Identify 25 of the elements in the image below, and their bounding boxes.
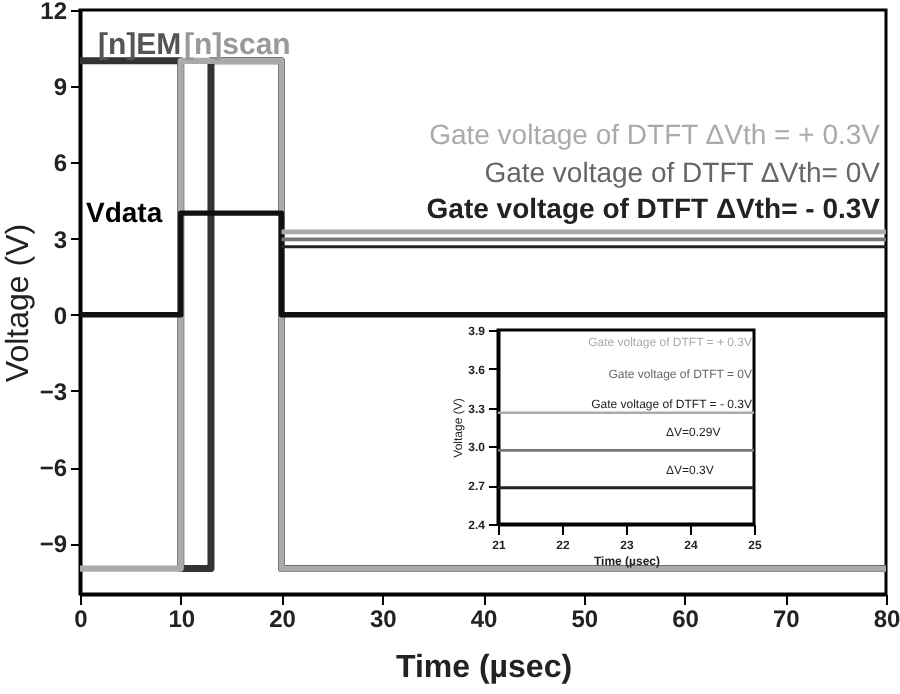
x-tick-label: 20	[269, 605, 297, 633]
series-label: Vdata	[86, 196, 163, 228]
text: Gate voltage of DTFT ΔVth = + 0.3V	[429, 118, 882, 150]
y-tick-label: 0	[53, 301, 68, 330]
x-tick-label: 10	[168, 605, 196, 633]
series-label: [n]EM	[98, 28, 182, 62]
x-tick-label: 60	[672, 605, 700, 633]
series-label: Gate voltage of DTFT ΔVth= - 0.3V	[426, 192, 882, 224]
x-tick-label: 70	[772, 605, 801, 633]
y-tick-label: 12	[40, 0, 68, 25]
y-axis-title: Voltage (V)	[1, 223, 36, 383]
y-tick-label: −9	[39, 530, 68, 559]
y-tick-label: 6	[53, 149, 68, 178]
x-tick-label: 30	[369, 605, 398, 633]
y-tick-label: −3	[39, 377, 68, 406]
y-tick-label: 9	[53, 73, 68, 102]
x-axis-title: Time (µsec)	[395, 651, 573, 685]
y-tick-label: −6	[39, 454, 68, 483]
x-tick-label: 40	[470, 605, 498, 633]
x-tick-label: 0	[74, 605, 89, 633]
x-tick-label: 80	[873, 605, 900, 633]
y-tick-label: 3	[53, 225, 68, 254]
series-label: Gate voltage of DTFT ΔVth= 0V	[484, 156, 882, 188]
series-label: [n]scan	[184, 28, 291, 62]
x-tick-label: 50	[571, 605, 599, 633]
